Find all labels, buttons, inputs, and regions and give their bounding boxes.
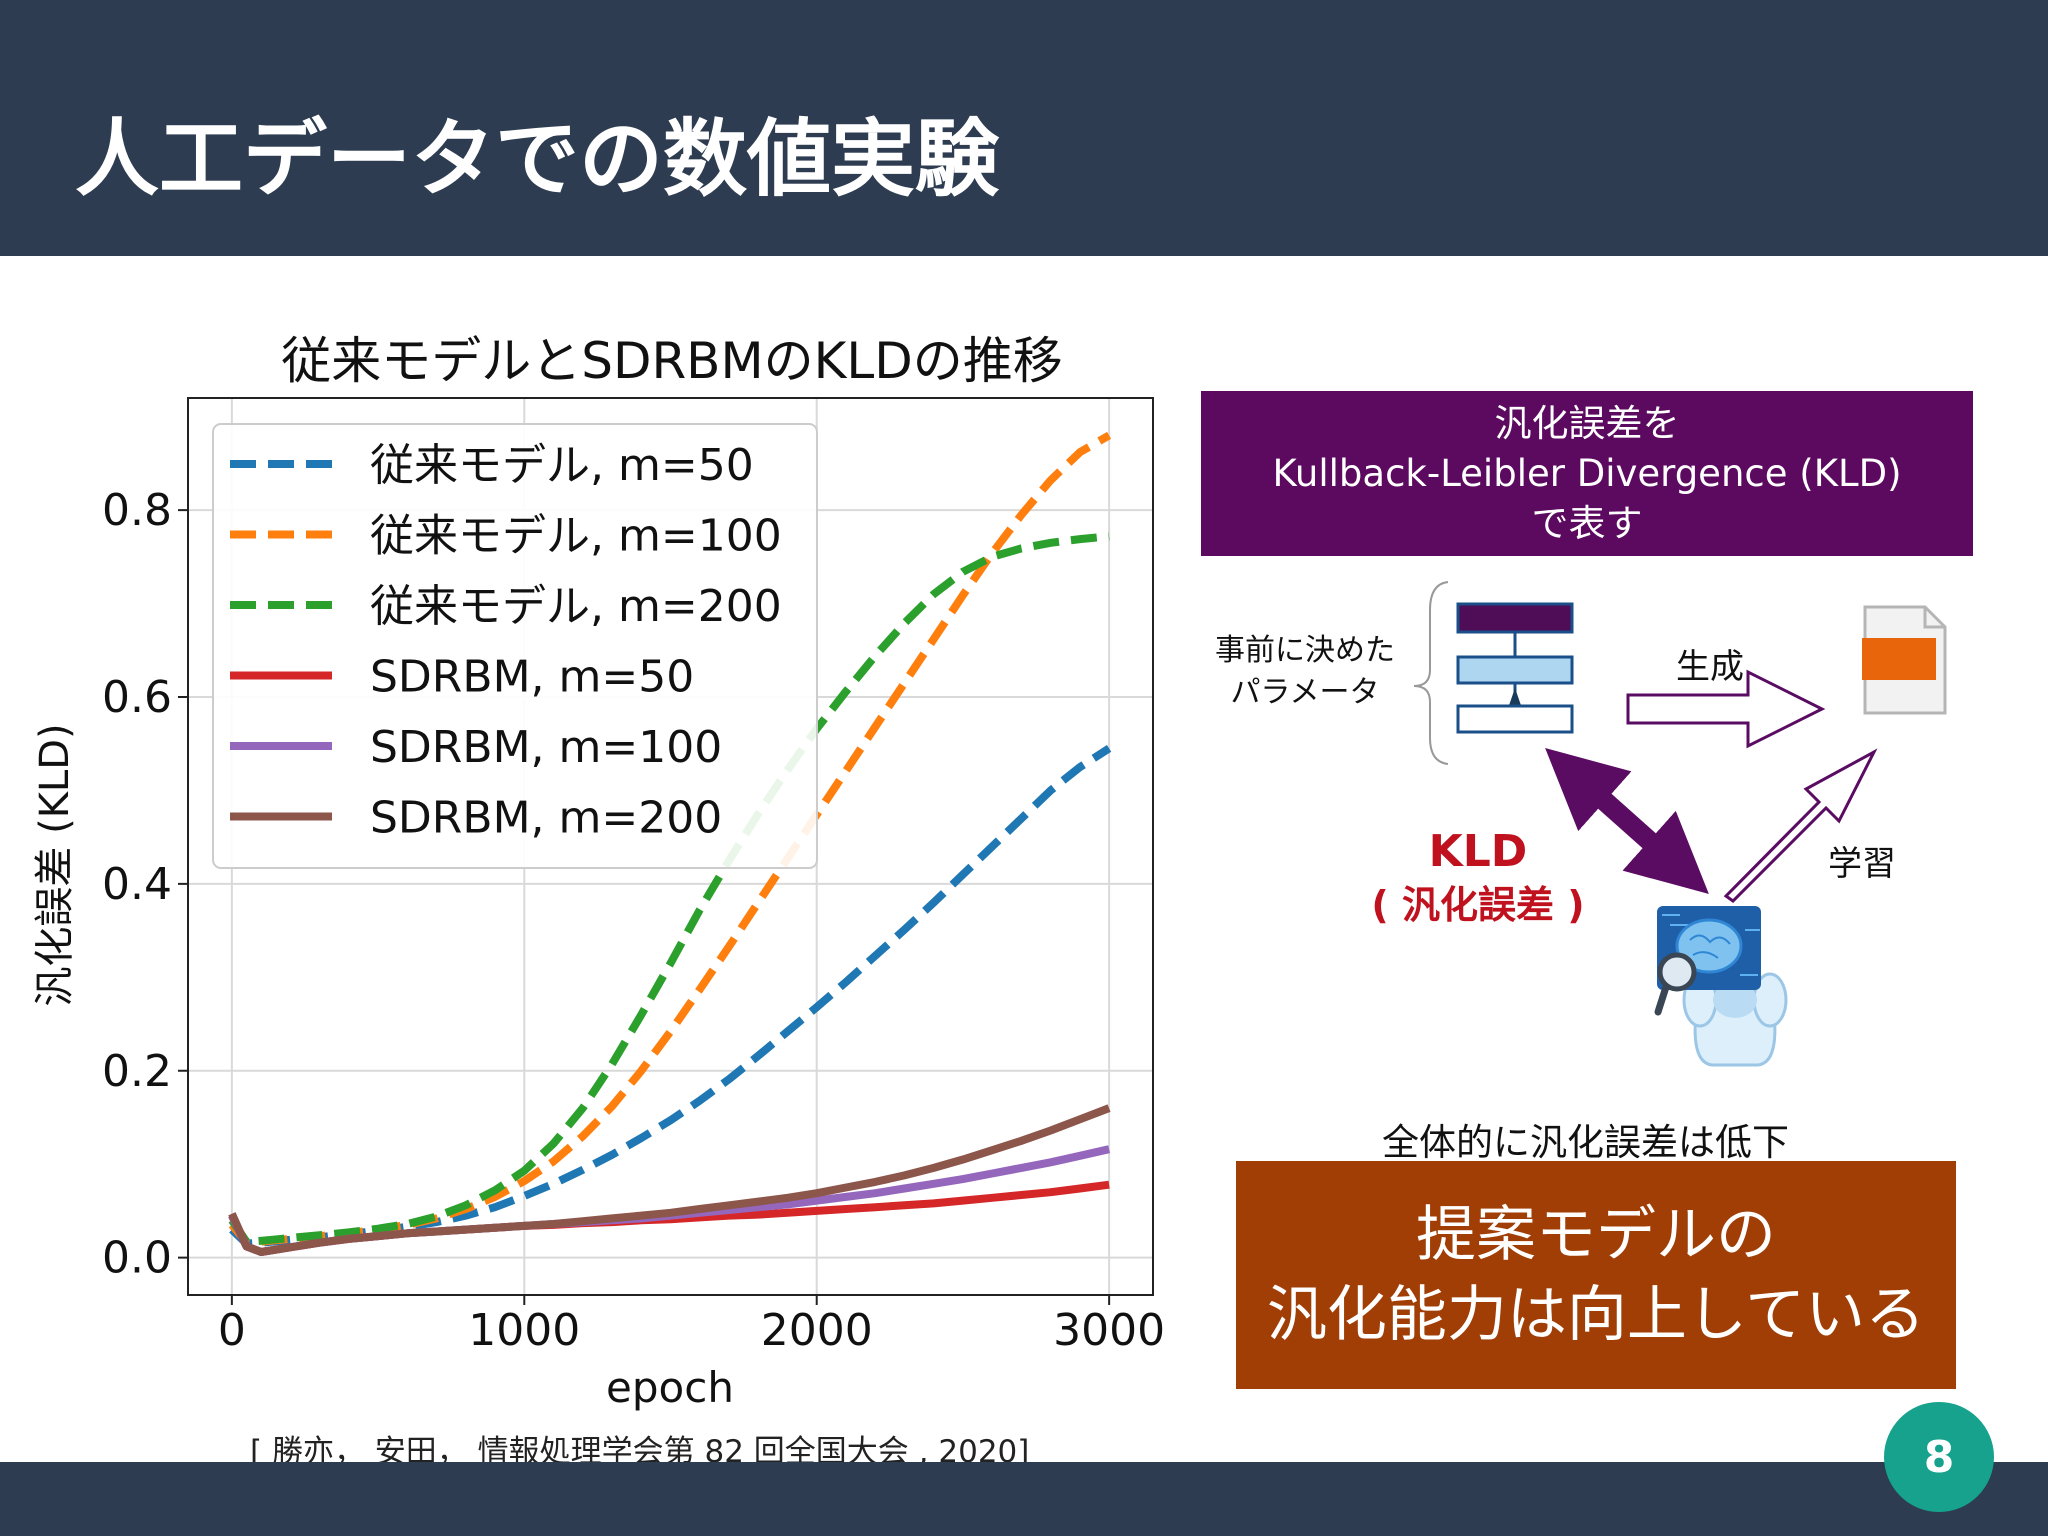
chart-legend: 従来モデル, m=50 従来モデル, m=100 従来モデル, m=200 SDRBM… [212, 423, 818, 869]
x-tick-label: 0 [218, 1305, 246, 1356]
conclusion-line1: 提案モデルの [1416, 1200, 1776, 1270]
legend-label-6: SDRBM, m=200 [370, 793, 722, 844]
legend-label-2: 従来モデル, m=100 [370, 511, 782, 562]
page-number-badge: 8 [1884, 1402, 1994, 1512]
y-tick-label: 0.0 [102, 1233, 172, 1284]
param-label-line2: パラメータ [1230, 675, 1379, 710]
y-tick-label: 0.8 [102, 485, 172, 536]
x-tick-label: 3000 [1053, 1305, 1165, 1356]
kld-definition-line2: Kullback-Leibler Divergence (KLD) [1272, 451, 1902, 495]
kld-definition-line1: 汎化誤差を [1494, 401, 1680, 445]
legend-box [212, 423, 818, 869]
param-label-line1: 事前に決めた [1215, 633, 1395, 668]
kld-concept-diagram: 事前に決めた パラメータ 生成 学習 KLD ( 汎化誤差 ) [1215, 581, 1947, 1067]
kld-line-chart: 従来モデルとSDRBMのKLDの推移 0 1000 2000 3000 0.0 0.2 0.… [32, 332, 1165, 1412]
summary-note: 全体的に汎化誤差は低下 [1382, 1121, 1789, 1164]
chart-axis-ticks: 0 1000 2000 3000 0.0 0.2 0.4 0.6 0.8 [102, 485, 1165, 1356]
chart-series [228, 431, 1112, 1256]
x-axis-label: epoch [606, 1363, 734, 1412]
kld-double-arrow [1545, 748, 1709, 894]
legend-label-4: SDRBM, m=50 [370, 652, 694, 703]
ai-brain-robot-icon [1654, 906, 1788, 1067]
x-tick-label: 1000 [468, 1305, 580, 1356]
neural-network-icon [1456, 602, 1574, 734]
series-line-6 [228, 1104, 1111, 1256]
y-tick-label: 0.6 [102, 672, 172, 723]
legend-label-5: SDRBM, m=100 [370, 722, 722, 773]
generate-arrow [1626, 669, 1826, 749]
chart-title: 従来モデルとSDRBMのKLDの推移 [281, 332, 1063, 390]
kld-definition-line3: で表す [1531, 501, 1643, 545]
legend-label-1: 従来モデル, m=50 [370, 440, 754, 491]
slide-footer [0, 1462, 2048, 1536]
kld-label: KLD [1429, 826, 1528, 877]
learn-arrow [1723, 748, 1878, 903]
learn-label: 学習 [1828, 844, 1896, 884]
y-tick-label: 0.4 [102, 859, 172, 910]
series-line-3 [228, 532, 1110, 1246]
param-brace [1413, 581, 1449, 765]
slide-header: 人工データでの数値実験 [0, 0, 2048, 256]
conclusion-line2: 汎化能力は向上している [1266, 1280, 1926, 1350]
plot-frame [187, 397, 1154, 1296]
y-axis-label: 汎化誤差 (KLD) [32, 723, 78, 1006]
document-icon [1862, 605, 1947, 715]
kld-sub-label: ( 汎化誤差 ) [1371, 883, 1584, 927]
y-tick-label: 0.2 [102, 1046, 172, 1097]
legend-label-3: 従来モデル, m=200 [370, 581, 782, 632]
slide-title: 人工データでの数値実験 [75, 110, 1000, 208]
x-tick-label: 2000 [761, 1305, 873, 1356]
kld-definition-box: 汎化誤差を Kullback-Leibler Divergence (KLD) … [1201, 391, 1973, 556]
generate-label: 生成 [1676, 647, 1744, 687]
conclusion-box: 提案モデルの 汎化能力は向上している [1236, 1161, 1956, 1389]
